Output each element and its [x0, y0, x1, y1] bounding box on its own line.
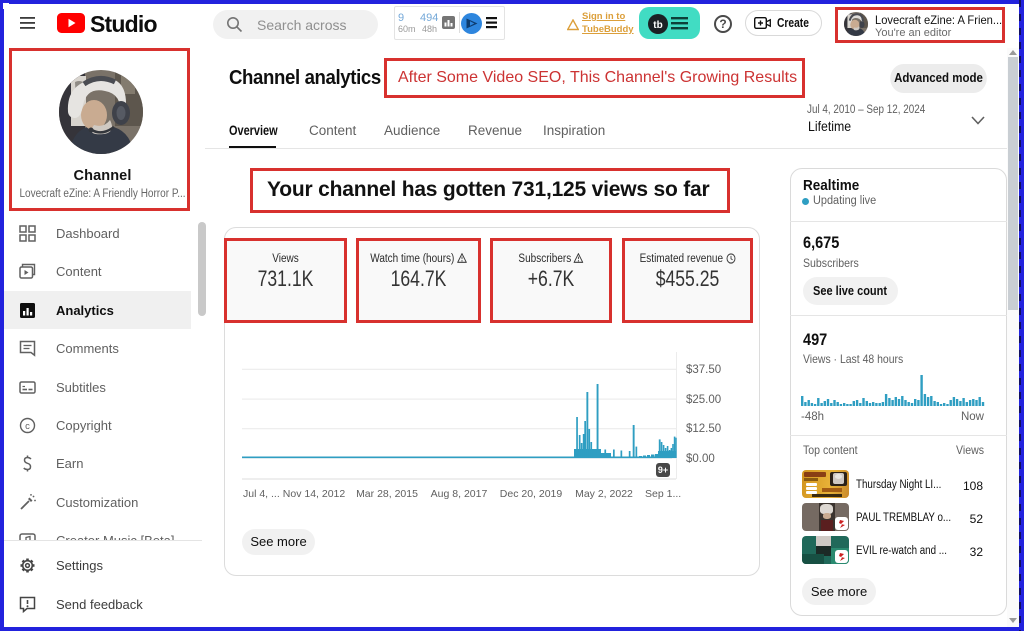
svg-text:Aug 8, 2017: Aug 8, 2017 [431, 488, 488, 500]
svg-text:tb: tb [653, 20, 662, 31]
svg-text:Mar 28, 2015: Mar 28, 2015 [356, 488, 418, 500]
svg-text:Dec 20, 2019: Dec 20, 2019 [500, 488, 563, 500]
svg-text:$0.00: $0.00 [686, 453, 715, 465]
svg-text:$25.00: $25.00 [686, 394, 721, 406]
svg-text:Nov 14, 2012: Nov 14, 2012 [283, 488, 346, 500]
svg-text:Jul 4, ...: Jul 4, ... [243, 488, 280, 500]
svg-text:Sep 1...: Sep 1... [645, 488, 681, 500]
svg-text:May 2, 2022: May 2, 2022 [575, 488, 633, 500]
svg-text:$12.50: $12.50 [686, 423, 721, 435]
svg-text:$37.50: $37.50 [686, 364, 721, 376]
svg-text:c: c [25, 421, 30, 432]
